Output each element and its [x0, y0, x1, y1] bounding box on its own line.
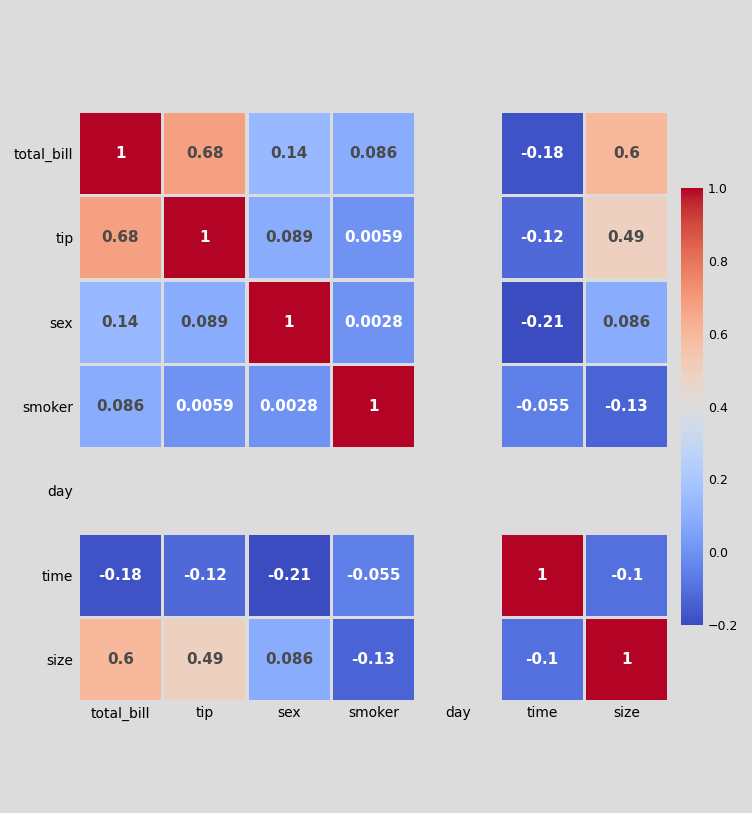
- Bar: [502, 113, 583, 194]
- Text: 0.49: 0.49: [186, 652, 223, 667]
- Text: 0.0028: 0.0028: [259, 399, 319, 414]
- Bar: [502, 281, 583, 363]
- Bar: [502, 198, 583, 278]
- Text: -0.12: -0.12: [183, 567, 226, 583]
- Text: 0.086: 0.086: [602, 315, 650, 330]
- Bar: [80, 113, 161, 194]
- Bar: [249, 366, 329, 447]
- Bar: [586, 366, 667, 447]
- Text: 0.0028: 0.0028: [344, 315, 403, 330]
- Text: -0.12: -0.12: [520, 230, 564, 246]
- Bar: [502, 366, 583, 447]
- Bar: [333, 198, 414, 278]
- Bar: [249, 535, 329, 615]
- Bar: [249, 619, 329, 700]
- Text: 0.086: 0.086: [96, 399, 144, 414]
- Bar: [417, 198, 498, 278]
- Bar: [333, 535, 414, 615]
- Bar: [417, 366, 498, 447]
- Bar: [333, 113, 414, 194]
- Bar: [502, 450, 583, 532]
- Text: -0.21: -0.21: [267, 567, 311, 583]
- Text: 0.0059: 0.0059: [175, 399, 234, 414]
- Text: -0.13: -0.13: [605, 399, 648, 414]
- Text: -0.18: -0.18: [520, 146, 564, 161]
- Text: 0.49: 0.49: [608, 230, 645, 246]
- Bar: [164, 198, 245, 278]
- Bar: [586, 535, 667, 615]
- Text: 1: 1: [621, 652, 632, 667]
- Bar: [586, 198, 667, 278]
- Bar: [417, 535, 498, 615]
- Text: 0.6: 0.6: [613, 146, 640, 161]
- Bar: [586, 113, 667, 194]
- Bar: [80, 366, 161, 447]
- Text: -0.1: -0.1: [610, 567, 643, 583]
- Text: 1: 1: [368, 399, 379, 414]
- Bar: [417, 281, 498, 363]
- Text: 0.14: 0.14: [271, 146, 308, 161]
- Bar: [164, 619, 245, 700]
- Bar: [80, 198, 161, 278]
- Text: 1: 1: [537, 567, 547, 583]
- Bar: [80, 619, 161, 700]
- Text: 0.6: 0.6: [107, 652, 134, 667]
- Bar: [417, 619, 498, 700]
- Bar: [164, 113, 245, 194]
- Bar: [502, 535, 583, 615]
- Bar: [333, 619, 414, 700]
- Text: 0.14: 0.14: [102, 315, 139, 330]
- Text: 1: 1: [199, 230, 210, 246]
- Text: 1: 1: [284, 315, 294, 330]
- Bar: [586, 281, 667, 363]
- Text: -0.055: -0.055: [346, 567, 401, 583]
- Bar: [80, 450, 161, 532]
- Text: 1: 1: [115, 146, 126, 161]
- Bar: [80, 281, 161, 363]
- Bar: [417, 113, 498, 194]
- Bar: [586, 450, 667, 532]
- Text: 0.0059: 0.0059: [344, 230, 403, 246]
- Text: 0.68: 0.68: [102, 230, 139, 246]
- Text: -0.18: -0.18: [99, 567, 142, 583]
- Bar: [417, 450, 498, 532]
- Bar: [502, 619, 583, 700]
- Bar: [333, 281, 414, 363]
- Text: 0.089: 0.089: [180, 315, 229, 330]
- Bar: [80, 535, 161, 615]
- Text: -0.13: -0.13: [351, 652, 396, 667]
- Bar: [249, 113, 329, 194]
- Bar: [333, 450, 414, 532]
- Bar: [164, 535, 245, 615]
- Bar: [333, 366, 414, 447]
- Bar: [164, 450, 245, 532]
- Bar: [586, 619, 667, 700]
- Text: -0.21: -0.21: [520, 315, 564, 330]
- Text: -0.055: -0.055: [515, 399, 569, 414]
- Bar: [164, 281, 245, 363]
- Text: 0.68: 0.68: [186, 146, 223, 161]
- Bar: [249, 450, 329, 532]
- Text: -0.1: -0.1: [526, 652, 559, 667]
- Text: 0.086: 0.086: [349, 146, 398, 161]
- Bar: [249, 198, 329, 278]
- Text: 0.089: 0.089: [265, 230, 313, 246]
- Text: 0.086: 0.086: [265, 652, 313, 667]
- Bar: [249, 281, 329, 363]
- Bar: [164, 366, 245, 447]
